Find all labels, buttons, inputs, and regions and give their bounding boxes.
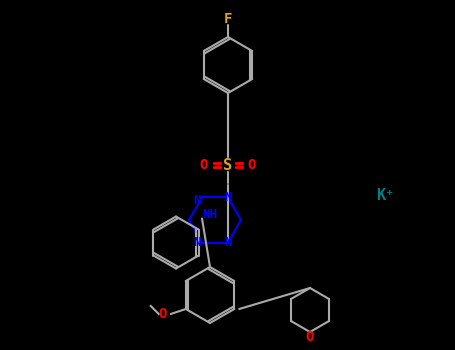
Text: N: N [224, 236, 232, 249]
Text: N: N [224, 191, 232, 204]
Text: O: O [248, 158, 256, 172]
Text: O: O [306, 330, 314, 344]
Text: S: S [223, 158, 233, 173]
Text: O: O [200, 158, 208, 172]
Text: NH: NH [202, 208, 217, 221]
Text: K⁺: K⁺ [376, 188, 394, 203]
Text: N: N [193, 194, 201, 207]
Text: N: N [193, 236, 201, 249]
Text: O: O [158, 307, 167, 321]
Text: F: F [224, 12, 232, 26]
